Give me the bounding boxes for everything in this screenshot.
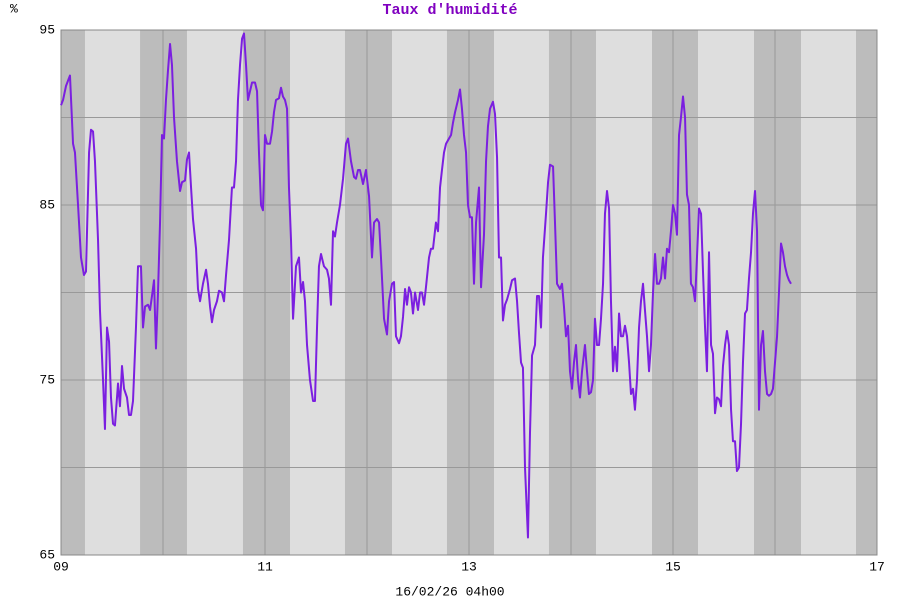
data-line: [60, 32, 792, 539]
y-tick-label: 75: [39, 372, 55, 387]
plot-frame: [60, 29, 878, 556]
x-tick-label: 15: [665, 559, 681, 574]
y-tick-label: 65: [39, 547, 55, 562]
chart-title: Taux d'humidité: [382, 2, 517, 19]
y-tick-label: 95: [39, 22, 55, 37]
x-tick-label: 13: [461, 559, 477, 574]
x-tick-label: 11: [257, 559, 273, 574]
x-tick-label: 17: [869, 559, 885, 574]
x-axis-label: 16/02/26 04h00: [395, 584, 504, 599]
y-tick-label: 85: [39, 197, 55, 212]
x-tick-label: 09: [53, 559, 69, 574]
y-axis-label: %: [10, 1, 18, 16]
